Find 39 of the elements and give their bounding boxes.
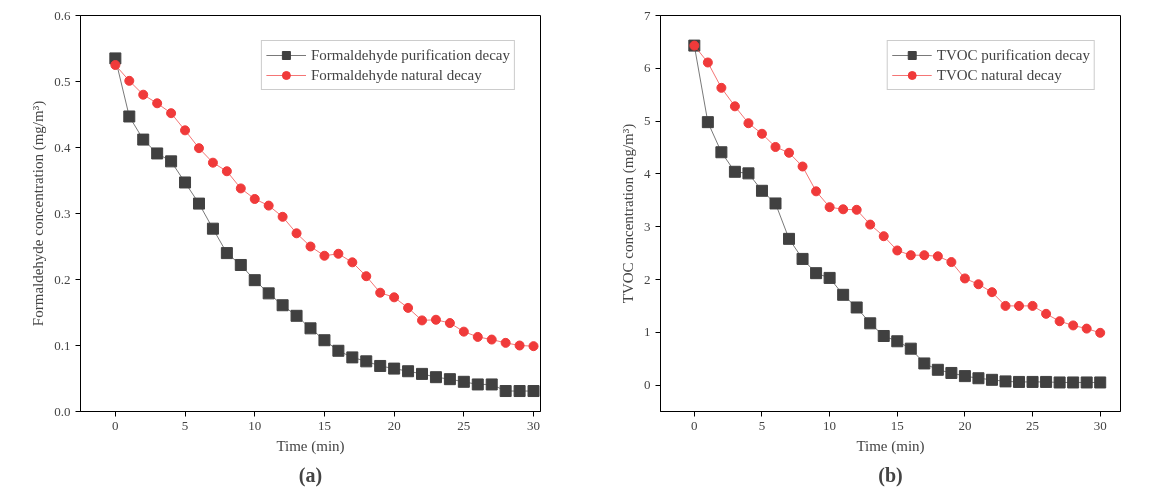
x-tick-label: 15	[317, 417, 331, 433]
y-tick-label: 0.3	[54, 205, 71, 221]
y-tick-label: 4	[644, 165, 651, 181]
x-axis-title: Time (min)	[276, 437, 345, 455]
y-tick-label: 1	[644, 324, 651, 340]
x-tick-label: 30	[527, 417, 541, 433]
y-tick-label: 0.1	[54, 337, 71, 353]
y-tick-label: 0.0	[54, 403, 71, 419]
y-tick-label: 0.5	[54, 73, 71, 89]
legend-label: TVOC natural decay	[936, 66, 1062, 84]
x-tick-label: 25	[1026, 417, 1040, 433]
legend-label: TVOC purification decay	[936, 46, 1090, 64]
x-tick-label: 20	[958, 417, 972, 433]
x-tick-label: 20	[387, 417, 401, 433]
x-tick-label: 10	[248, 417, 262, 433]
y-tick-label: 0.4	[54, 139, 71, 155]
text: (b)	[878, 463, 903, 487]
y-axis-title: Formaldehyde concentration (mg/m³)	[30, 100, 48, 327]
y-tick-label: 3	[644, 218, 651, 234]
x-tick-label: 0	[112, 417, 119, 433]
x-axis-title: Time (min)	[856, 437, 925, 455]
legend-label: Formaldehyde natural decay	[310, 66, 482, 84]
y-tick-label: 0.6	[54, 7, 71, 23]
x-tick-label: 5	[181, 417, 189, 433]
x-tick-label: 5	[758, 417, 766, 433]
text: (a)	[298, 463, 323, 487]
y-tick-label: 0.2	[54, 271, 71, 287]
y-tick-label: 5	[644, 113, 651, 129]
x-tick-label: 30	[1093, 417, 1107, 433]
legend-label: Formaldehyde purification decay	[310, 46, 510, 64]
y-tick-label: 7	[644, 7, 651, 23]
y-tick-label: 0	[644, 377, 651, 393]
y-tick-label: 2	[644, 271, 651, 287]
y-axis-title: TVOC concentration (mg/m³)	[620, 123, 637, 304]
x-tick-label: 15	[890, 417, 904, 433]
x-tick-label: 0	[691, 417, 698, 433]
x-tick-label: 25	[457, 417, 471, 433]
y-tick-label: 6	[644, 60, 651, 76]
x-tick-label: 10	[823, 417, 837, 433]
